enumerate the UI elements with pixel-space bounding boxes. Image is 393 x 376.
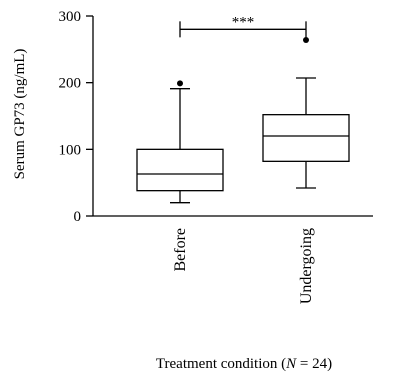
y-tick-label: 100 <box>59 142 82 158</box>
category-label-undergoing: Undergoing <box>298 228 315 304</box>
outlier-point <box>303 37 309 43</box>
x-axis-title-prefix: Treatment condition ( <box>156 356 286 372</box>
x-axis-title-suffix: = 24) <box>296 356 332 372</box>
boxes <box>136 37 350 204</box>
x-axis-title-italic: N <box>285 356 297 372</box>
axes <box>92 16 373 217</box>
category-label-before: Before <box>172 228 189 272</box>
outlier-point <box>177 80 183 87</box>
iqr-box <box>136 148 224 192</box>
y-tick-label: 300 <box>59 9 82 25</box>
box-undergoing <box>262 37 350 189</box>
x-axis-title: Treatment condition (N = 24) <box>156 356 332 372</box>
y-axis-title: Serum GP73 (ng/mL) <box>12 49 28 180</box>
iqr-box <box>262 114 350 162</box>
box-before <box>136 80 224 204</box>
y-ticks: 0 100 200 300 <box>59 9 93 225</box>
category-labels: Before Undergoing <box>172 228 315 304</box>
significance-label: *** <box>232 14 255 30</box>
y-tick-label: 200 <box>59 76 82 92</box>
y-tick-label: 0 <box>74 209 82 225</box>
significance-bracket: *** <box>179 14 307 38</box>
